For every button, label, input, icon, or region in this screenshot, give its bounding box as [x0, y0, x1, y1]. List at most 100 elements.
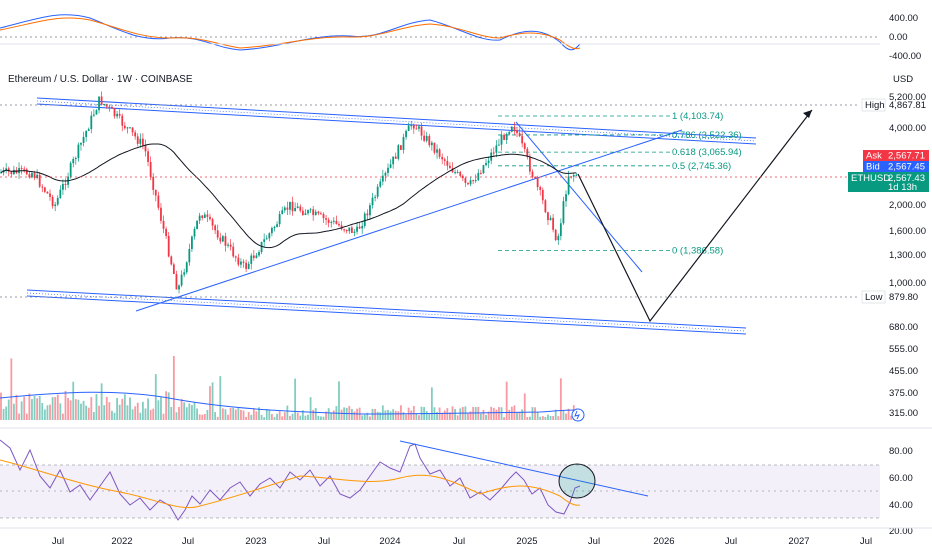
volume-bar [289, 415, 291, 420]
candle-body [152, 176, 155, 190]
volume-bar [456, 415, 459, 420]
candle-body [64, 183, 67, 185]
candle-body [95, 110, 98, 115]
chart-title: Ethereum / U.S. Dollar · 1W · COINBASE [8, 74, 193, 85]
lower-channel[interactable] [26, 289, 747, 335]
candle-body [227, 244, 229, 246]
volume-bar [536, 412, 539, 420]
candle-body [317, 211, 320, 214]
candle-body [263, 239, 266, 242]
currency-label[interactable]: USD [893, 74, 913, 85]
candle-body [451, 168, 454, 173]
candle-body [260, 241, 263, 253]
candle-body [420, 126, 423, 136]
candle-body [72, 158, 75, 164]
volume-bar [237, 407, 240, 420]
candle-body [498, 144, 500, 146]
volume-bar [443, 410, 446, 420]
candle-body [562, 201, 565, 224]
candle-body [255, 255, 258, 259]
ask-value: 2,567.71 [888, 151, 925, 162]
volume-bar [105, 396, 108, 420]
rsi-line [0, 439, 581, 521]
volume-bar [570, 415, 573, 420]
candle-body [172, 264, 175, 275]
candle-body [59, 189, 62, 198]
candle-body [56, 197, 59, 205]
candle-body [387, 167, 389, 173]
candle-body [147, 151, 149, 162]
bid-value: 2,567.45 [888, 162, 925, 173]
low-badge [861, 290, 886, 304]
candle-body [330, 221, 333, 223]
candle-body [436, 149, 438, 153]
time-tick-label: Jul [318, 536, 330, 547]
projection-path[interactable] [577, 109, 813, 323]
candle-body [314, 211, 317, 216]
volume-bar [69, 400, 72, 420]
fibonacci-retracement[interactable]: 1 (4,103.74) 0.786 (3,522.36) 0.618 (3,065… [498, 111, 742, 256]
volume-bar [389, 411, 392, 420]
time-tick-label: Jul [182, 536, 194, 547]
macd-pane [0, 14, 880, 51]
candle-body [296, 206, 299, 209]
candle-body [531, 171, 534, 177]
volume-bar [374, 408, 376, 420]
candle-body [258, 252, 260, 256]
candle-body [175, 274, 178, 290]
volume-bar [294, 378, 297, 420]
volume-bar [167, 392, 170, 420]
volume-bar [467, 413, 469, 420]
candle-body [304, 213, 307, 215]
falling-trendline[interactable] [515, 121, 643, 273]
candle-body [472, 180, 475, 182]
volume-bar [221, 408, 224, 420]
candle-body [191, 236, 193, 250]
candle-body [381, 175, 384, 182]
volume-bar [172, 356, 175, 420]
volume-bar [320, 416, 322, 420]
volume-bar [510, 406, 513, 420]
candle-body [301, 210, 304, 215]
candle-body [250, 255, 253, 264]
candle-body [286, 207, 289, 210]
volume-bar [541, 416, 544, 420]
volume-bar [314, 408, 317, 420]
candle-body [433, 142, 436, 153]
candle-body [188, 249, 191, 263]
time-tick-label: 2022 [111, 536, 132, 547]
candle-body [443, 159, 446, 161]
candlesticks [0, 91, 578, 294]
candle-body [322, 214, 325, 219]
rising-trendline[interactable] [135, 129, 683, 312]
rsi-trendline[interactable] [399, 440, 649, 497]
candle-body [523, 143, 526, 149]
volume-bar [479, 413, 482, 420]
volume-bar [281, 416, 284, 420]
volume-bar [415, 413, 418, 420]
time-axis[interactable]: Jul 2022 Jul 2023 Jul 2024 Jul 2025 Jul 2026 Jul 20… [52, 536, 872, 547]
candle-body [510, 126, 513, 132]
candle-body [43, 187, 46, 192]
price-axis[interactable]: 5,200.004,000.003,000.002,000.001,600.00… [889, 92, 926, 419]
candle-body [221, 236, 224, 242]
candle-body [28, 174, 31, 178]
volume-bar [518, 411, 521, 420]
candle-body [366, 213, 369, 216]
volume-bar [278, 411, 281, 420]
volume-bar [402, 412, 405, 420]
volume-bar [325, 411, 327, 420]
volume-bar [485, 414, 487, 420]
volume-bar [72, 381, 75, 420]
rsi-ma-line [0, 459, 581, 509]
volume-bar [227, 414, 229, 420]
rsi-highlight-circle[interactable] [558, 463, 596, 499]
volume-bar [526, 416, 529, 420]
volume-bar [492, 407, 495, 420]
candle-body [209, 216, 211, 220]
volume-bar [400, 405, 402, 420]
candle-body [276, 224, 278, 227]
last-price: 2,567.43 [888, 173, 925, 184]
candle-body [216, 230, 219, 238]
candle-body [521, 136, 524, 144]
